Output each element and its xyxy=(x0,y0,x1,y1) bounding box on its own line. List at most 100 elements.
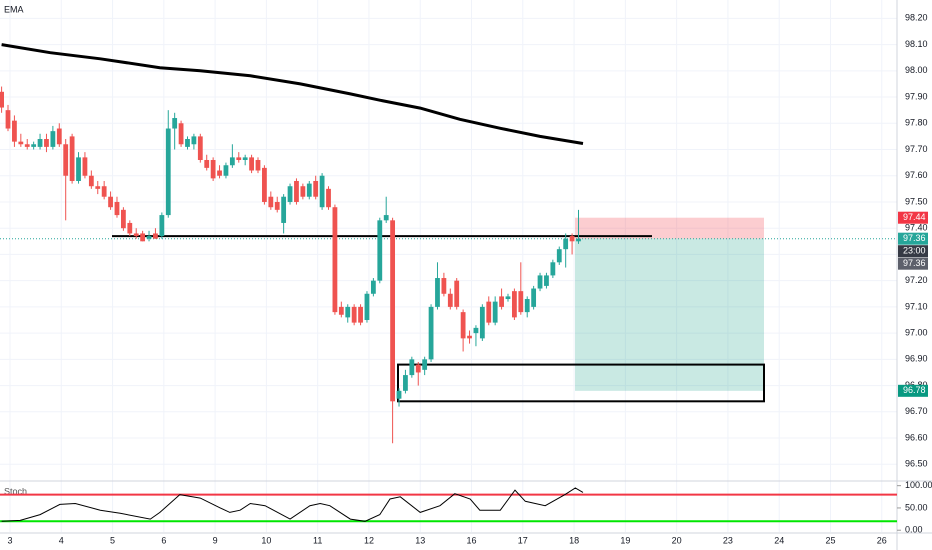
candle-body xyxy=(88,175,94,187)
candle-body xyxy=(338,306,344,315)
candle-body xyxy=(550,262,556,276)
candle-body xyxy=(50,131,56,147)
candle-body xyxy=(556,249,562,263)
price-tag-label: 97.44 xyxy=(903,212,926,222)
price-tag xyxy=(898,257,928,270)
y-tick-label: 97.90 xyxy=(905,91,928,101)
candle-body xyxy=(204,160,210,168)
candle-body xyxy=(460,312,466,339)
candle-body xyxy=(563,238,569,250)
stop-zone xyxy=(575,217,764,239)
y-tick-label: 98.10 xyxy=(905,39,928,49)
x-tick-label: 13 xyxy=(415,535,425,545)
candle-body xyxy=(217,170,222,176)
candle-body xyxy=(249,157,254,171)
y-tick-label: 97.50 xyxy=(905,196,928,206)
indicator-label: EMA xyxy=(4,4,24,14)
price-tag-label: 97.36 xyxy=(903,258,926,268)
stoch-line xyxy=(1,487,584,522)
candle-body xyxy=(499,296,504,307)
candle-body xyxy=(165,128,171,216)
candle-body xyxy=(274,201,280,210)
candle-body xyxy=(31,144,37,147)
candle-body xyxy=(236,157,242,160)
candle-body xyxy=(159,215,165,237)
candle-body xyxy=(377,220,383,281)
candle-body xyxy=(364,293,370,320)
candle-body xyxy=(127,222,133,234)
stoch-tick-label: 50.00 xyxy=(905,502,928,512)
candle-body xyxy=(390,220,396,402)
candle-body xyxy=(454,280,460,307)
x-tick-label: 23 xyxy=(723,535,733,545)
x-tick-label: 16 xyxy=(467,535,477,545)
x-tick-label: 25 xyxy=(825,535,835,545)
candle-body xyxy=(114,201,120,216)
candle-body xyxy=(294,180,299,202)
y-tick-label: 97.60 xyxy=(905,170,928,180)
candle-body xyxy=(435,278,440,307)
candle-body xyxy=(396,390,402,399)
x-tick-label: 4 xyxy=(59,535,64,545)
stoch-tick-label: 0.00 xyxy=(905,525,923,535)
candle-body xyxy=(185,139,190,147)
x-tick-label: 10 xyxy=(261,535,271,545)
x-tick-label: 6 xyxy=(161,535,166,545)
candle-body xyxy=(345,306,351,318)
x-tick-label: 3 xyxy=(7,535,12,545)
x-tick-label: 17 xyxy=(518,535,528,545)
candle-body xyxy=(422,359,428,370)
candle-body xyxy=(576,238,581,242)
candle-body xyxy=(5,110,11,129)
candle-body xyxy=(287,186,293,202)
candle-body xyxy=(178,123,184,145)
candle-body xyxy=(306,183,312,197)
candle-body xyxy=(12,120,17,142)
price-tag-label: 97.36 xyxy=(903,233,926,243)
candle-body xyxy=(313,180,319,197)
price-tag xyxy=(898,245,928,258)
stoch-label: Stoch xyxy=(4,486,27,496)
candle-body xyxy=(76,157,81,181)
x-tick-label: 18 xyxy=(569,535,579,545)
x-tick-label: 11 xyxy=(313,535,322,545)
candle-body xyxy=(415,364,421,373)
candle-body xyxy=(544,275,549,286)
ema-line xyxy=(1,43,584,145)
zone-rect xyxy=(397,363,765,403)
candle-body xyxy=(120,209,126,229)
candle-body xyxy=(242,157,248,160)
candle-body xyxy=(262,167,267,202)
candle-body xyxy=(0,91,5,108)
y-tick-label: 96.70 xyxy=(905,406,928,416)
y-tick-label: 97.40 xyxy=(905,223,928,233)
candle-body xyxy=(268,196,274,208)
candle-body xyxy=(153,233,158,239)
candle-body xyxy=(492,301,498,323)
y-tick-label: 96.50 xyxy=(905,459,928,469)
candle-body xyxy=(486,301,492,323)
candle-body xyxy=(24,144,30,147)
x-tick-label: 12 xyxy=(364,535,374,545)
candle-body xyxy=(403,375,408,391)
y-tick-label: 97.00 xyxy=(905,327,928,337)
candle-body xyxy=(133,233,139,237)
candle-body xyxy=(537,275,543,289)
x-tick-label: 9 xyxy=(213,535,218,545)
y-tick-label: 97.20 xyxy=(905,275,928,285)
candle-body xyxy=(358,306,363,323)
candle-body xyxy=(441,278,447,294)
candle-body xyxy=(69,136,75,181)
price-tag xyxy=(898,232,928,245)
y-tick-label: 98.00 xyxy=(905,65,928,75)
candle-body xyxy=(409,359,415,376)
candle-body xyxy=(319,175,325,208)
candle-body xyxy=(447,293,453,307)
candle-body xyxy=(326,188,331,208)
candle-body xyxy=(383,215,389,221)
stoch-tick-label: 100.00 xyxy=(905,480,932,490)
price-tag xyxy=(898,384,928,397)
candle-body xyxy=(524,299,530,313)
